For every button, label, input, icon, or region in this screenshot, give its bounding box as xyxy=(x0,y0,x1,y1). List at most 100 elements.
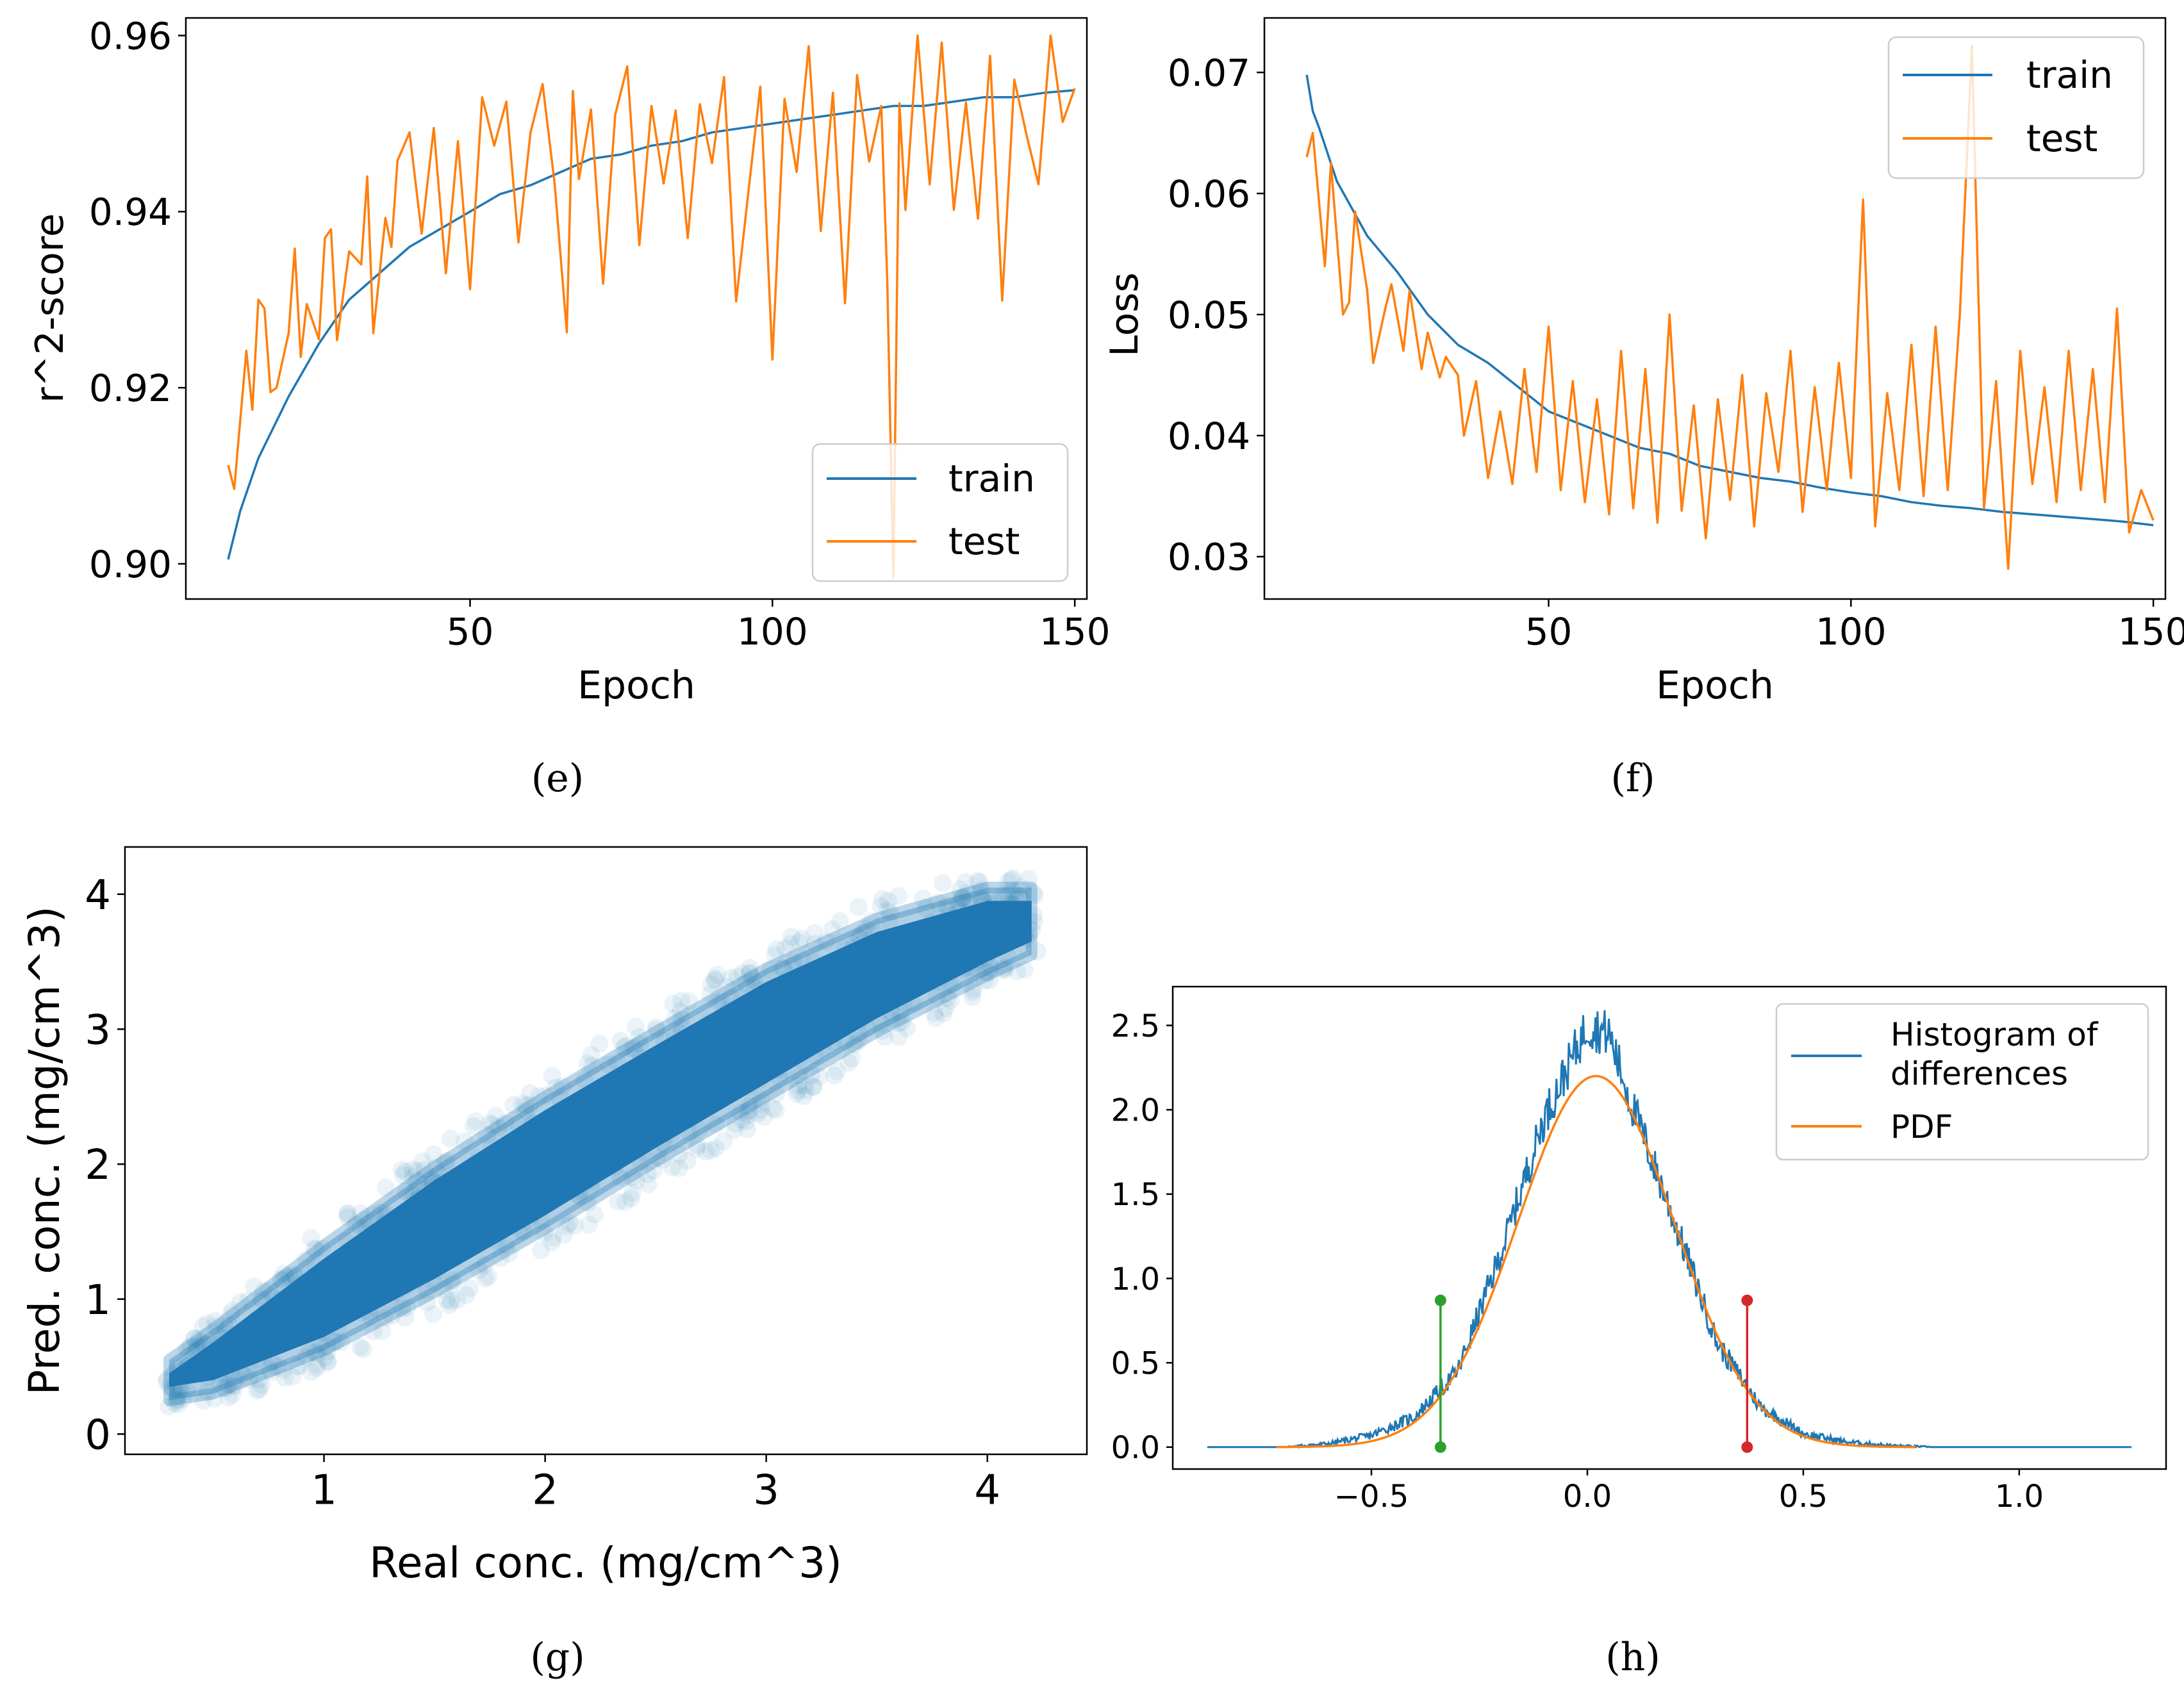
scatter-point xyxy=(579,1194,597,1212)
scatter-point xyxy=(226,1370,245,1388)
scatter-point xyxy=(766,1101,785,1120)
series-line-test-f xyxy=(1305,44,2155,570)
scatter-point xyxy=(810,1067,829,1086)
scatter-point xyxy=(883,1010,902,1028)
scatter-point xyxy=(741,964,759,982)
scatter-point xyxy=(408,1162,427,1180)
scatter-point xyxy=(609,1192,627,1211)
scatter-point xyxy=(393,1299,411,1318)
scatter-point xyxy=(222,1306,240,1324)
scatter-point xyxy=(802,1066,821,1085)
scatter-point xyxy=(639,1175,658,1194)
scatter-point xyxy=(697,1142,715,1161)
scatter-point xyxy=(889,1014,908,1032)
scatter-point xyxy=(308,1345,327,1363)
legend-box-h xyxy=(1775,1003,2149,1161)
scatter-point xyxy=(297,1250,315,1269)
scatter-point xyxy=(531,1241,550,1260)
xtick-label-g: 2 xyxy=(532,1466,558,1514)
scatter-point xyxy=(252,1376,271,1394)
scatter-point xyxy=(215,1317,234,1335)
scatter-point xyxy=(875,1028,894,1046)
scatter-point xyxy=(626,1017,645,1036)
marker-bottom-upper-bound xyxy=(1741,1441,1753,1453)
ytick-label-h: 0.0 xyxy=(1111,1430,1160,1466)
scatter-point xyxy=(1004,869,1022,887)
scatter-point xyxy=(536,1087,555,1105)
scatter-point xyxy=(443,1275,461,1294)
scatter-point xyxy=(741,958,759,977)
scatter-point xyxy=(789,1076,807,1095)
scatter-point xyxy=(958,883,977,902)
scatter-point xyxy=(311,1336,330,1354)
scatter-point xyxy=(245,1277,263,1295)
scatter-point xyxy=(168,1392,186,1410)
scatter-point xyxy=(418,1281,436,1300)
scatter-point xyxy=(297,1348,315,1367)
scatter-point xyxy=(998,885,1016,904)
scatter-point xyxy=(376,1178,395,1197)
legend-label-train-f: train xyxy=(2026,53,2113,97)
legend-box-f xyxy=(1887,36,2145,179)
scatter-point xyxy=(671,1002,690,1021)
xtick-label-h: 0.0 xyxy=(1563,1479,1612,1515)
scatter-point xyxy=(476,1256,494,1274)
scatter-point xyxy=(804,1077,823,1096)
scatter-point xyxy=(250,1381,269,1399)
scatter-point xyxy=(787,1085,806,1103)
scatter-point xyxy=(857,920,875,939)
scatter-point xyxy=(827,1062,846,1080)
scatter-point xyxy=(517,1101,536,1119)
scatter-point xyxy=(215,1379,233,1398)
scatter-point xyxy=(288,1358,306,1376)
scatter-point xyxy=(914,889,932,908)
scatter-point xyxy=(831,912,849,930)
scatter-point xyxy=(224,1376,242,1395)
legend-label-hist-line2-h: differences xyxy=(1890,1055,2068,1092)
scatter-point xyxy=(178,1340,197,1358)
scatter-point xyxy=(1008,962,1027,981)
ytick-label-g: 1 xyxy=(85,1277,111,1324)
scatter-point xyxy=(554,1226,573,1244)
scatter-point xyxy=(963,983,982,1001)
axes-ticks-f: 50 100 150 0.03 0.04 0.05 0.06 0.07 xyxy=(1168,51,2184,653)
scatter-point xyxy=(740,1096,759,1115)
panel-h: −0.5 0.0 0.5 1.0 0.0 0.5 1.0 1.5 2.0 2.5 Histogra… xyxy=(1111,985,2167,1680)
scatter-point xyxy=(398,1299,417,1317)
scatter-point xyxy=(732,1103,750,1122)
scatter-point xyxy=(486,1106,505,1125)
scatter-point xyxy=(878,901,897,919)
scatter-point xyxy=(749,1105,767,1123)
scatter-point xyxy=(352,1204,370,1222)
scatter-point xyxy=(461,1279,479,1298)
scatter-point xyxy=(198,1383,217,1401)
scatter-point xyxy=(627,1171,645,1190)
scatter-point xyxy=(582,1046,600,1064)
scatter-point xyxy=(767,1085,786,1103)
scatter-point xyxy=(881,903,900,922)
scatter-point xyxy=(631,1035,649,1053)
scatter-point xyxy=(752,1094,771,1113)
scatter-point xyxy=(790,933,809,951)
scatter-point xyxy=(755,1108,774,1126)
xtick-label-f: 50 xyxy=(1525,610,1573,653)
ytick-label-f: 0.04 xyxy=(1168,415,1250,458)
scatter-point xyxy=(728,967,747,986)
series-line-train-e xyxy=(227,88,1075,560)
scatter-point xyxy=(373,1322,392,1340)
scatter-point xyxy=(889,887,908,905)
scatter-point xyxy=(586,1205,604,1224)
caption-f: (f) xyxy=(1610,756,1655,801)
scatter-point xyxy=(740,1106,758,1124)
scatter-point xyxy=(481,1114,499,1133)
ytick-label-h: 1.0 xyxy=(1111,1261,1160,1297)
scatter-point xyxy=(250,1370,269,1389)
scatter-point xyxy=(318,1342,336,1361)
scatter-point xyxy=(872,1014,890,1033)
scatter-point xyxy=(408,1171,426,1190)
caption-g: (g) xyxy=(530,1635,584,1680)
scatter-point xyxy=(438,1152,456,1170)
scatter-point xyxy=(941,991,960,1010)
scatter-point xyxy=(260,1281,279,1300)
